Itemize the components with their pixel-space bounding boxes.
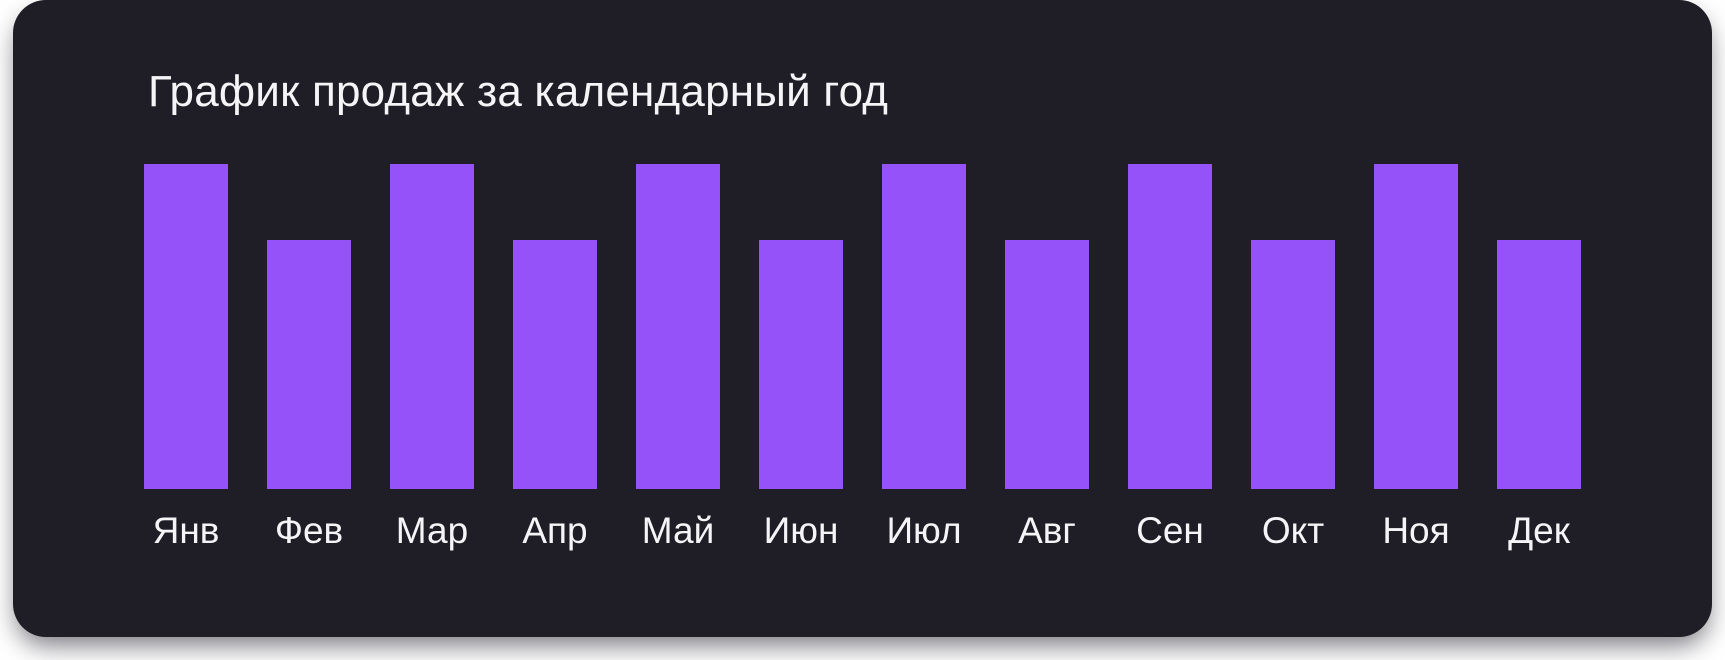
bar-label: Сен	[1136, 510, 1204, 551]
chart-column: Апр	[513, 164, 597, 551]
bar-area	[390, 164, 474, 489]
bar-label: Дек	[1508, 510, 1570, 551]
bar-area	[144, 164, 228, 489]
bar-area	[759, 164, 843, 489]
chart-column: Май	[636, 164, 720, 551]
chart-column: Мар	[390, 164, 474, 551]
bar-label: Апр	[522, 510, 588, 551]
bar-Дек	[1497, 240, 1581, 489]
bar-area	[636, 164, 720, 489]
bar-Мар	[390, 164, 474, 489]
bar-label: Авг	[1018, 510, 1076, 551]
chart-title: График продаж за календарный год	[148, 67, 889, 116]
bar-area	[1374, 164, 1458, 489]
sales-chart-card: График продаж за календарный год Янв Фев М…	[13, 0, 1712, 637]
bar-chart: Янв Фев Мар Апр Май Июн Июл Авг Сен Окт Ноя Дек	[144, 164, 1581, 551]
chart-column: Янв	[144, 164, 228, 551]
chart-column: Июл	[882, 164, 966, 551]
chart-column: Окт	[1251, 164, 1335, 551]
bar-label: Окт	[1261, 510, 1325, 551]
bar-area	[1251, 164, 1335, 489]
bar-label: Фев	[274, 510, 344, 551]
bar-Июл	[882, 164, 966, 489]
bar-label: Янв	[152, 510, 220, 551]
chart-column: Дек	[1497, 164, 1581, 551]
bar-label: Мар	[395, 510, 469, 551]
bar-Авг	[1005, 240, 1089, 489]
chart-column: Авг	[1005, 164, 1089, 551]
bar-area	[1005, 164, 1089, 489]
bar-area	[1128, 164, 1212, 489]
bar-label: Май	[641, 510, 715, 551]
bar-label: Июн	[763, 510, 839, 551]
bar-label: Ноя	[1382, 510, 1450, 551]
bar-Ноя	[1374, 164, 1458, 489]
bar-label: Июл	[886, 510, 962, 551]
chart-column: Сен	[1128, 164, 1212, 551]
bar-Апр	[513, 240, 597, 489]
bar-area	[882, 164, 966, 489]
bar-Сен	[1128, 164, 1212, 489]
bar-area	[1497, 164, 1581, 489]
chart-column: Фев	[267, 164, 351, 551]
bar-area	[267, 164, 351, 489]
bar-Фев	[267, 240, 351, 489]
bar-area	[513, 164, 597, 489]
bar-Июн	[759, 240, 843, 489]
chart-column: Июн	[759, 164, 843, 551]
chart-column: Ноя	[1374, 164, 1458, 551]
bar-Май	[636, 164, 720, 489]
bar-Янв	[144, 164, 228, 489]
bar-Окт	[1251, 240, 1335, 489]
